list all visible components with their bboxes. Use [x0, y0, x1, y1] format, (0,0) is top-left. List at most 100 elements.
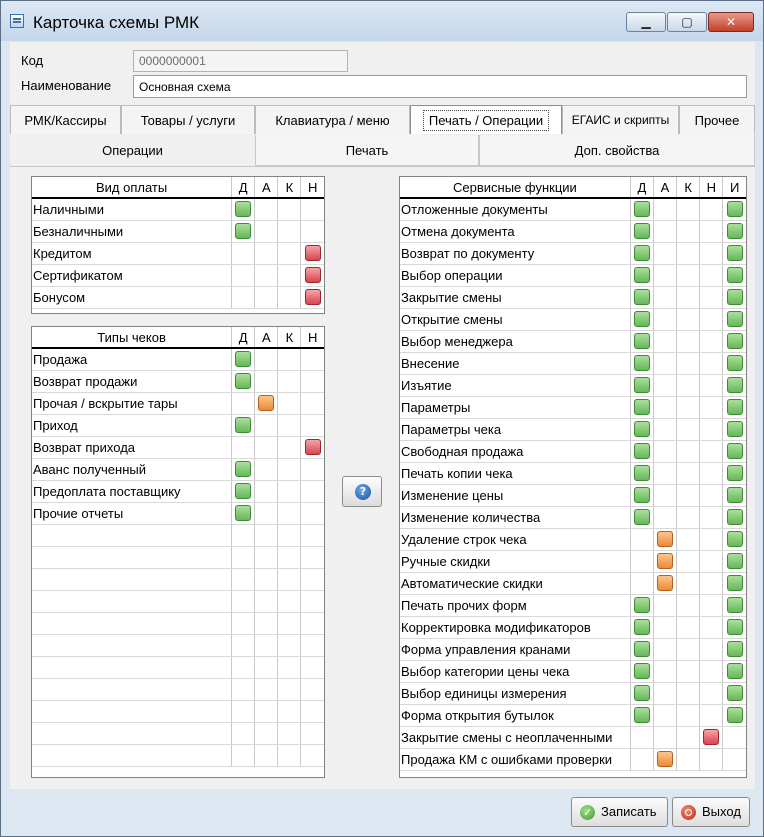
flag-green-indicator[interactable] — [726, 685, 743, 701]
flag-cell[interactable] — [676, 220, 701, 243]
flag-cell[interactable] — [300, 286, 324, 309]
flag-cell[interactable] — [699, 550, 724, 573]
flag-cell[interactable] — [699, 396, 724, 419]
flag-cell[interactable] — [254, 242, 279, 265]
flag-cell[interactable] — [676, 286, 701, 309]
flag-green-indicator[interactable] — [726, 531, 743, 547]
flag-cell[interactable] — [277, 480, 302, 503]
flag-cell[interactable] — [630, 264, 654, 287]
column-header[interactable]: Вид оплаты — [32, 177, 233, 199]
flag-green-indicator[interactable] — [726, 597, 743, 613]
flag-cell[interactable] — [630, 352, 654, 375]
flag-cell[interactable] — [254, 348, 279, 371]
flag-cell[interactable] — [277, 502, 302, 525]
flag-green-indicator[interactable] — [633, 399, 650, 415]
flag-cell[interactable] — [699, 374, 724, 397]
flag-cell[interactable] — [231, 458, 256, 481]
flag-cell[interactable] — [277, 370, 302, 393]
table-row[interactable]: Форма управления кранами — [400, 638, 746, 661]
flag-cell[interactable] — [254, 414, 279, 437]
flag-cell[interactable] — [300, 348, 324, 371]
flag-cell[interactable] — [676, 396, 701, 419]
flag-cell[interactable] — [630, 330, 654, 353]
flag-cell[interactable] — [653, 264, 678, 287]
flag-cell[interactable] — [676, 528, 701, 551]
flag-green-indicator[interactable] — [633, 201, 650, 218]
flag-column-header[interactable]: Н — [300, 327, 324, 349]
table-row[interactable]: Открытие смены — [400, 308, 746, 331]
flag-column-header[interactable]: А — [254, 177, 279, 199]
flag-green-indicator[interactable] — [726, 245, 743, 261]
flag-cell[interactable] — [722, 242, 746, 265]
flag-cell[interactable] — [254, 220, 279, 243]
flag-green-indicator[interactable] — [633, 597, 650, 613]
flag-green-indicator[interactable] — [633, 707, 650, 723]
flag-cell[interactable] — [722, 374, 746, 397]
flag-cell[interactable] — [699, 264, 724, 287]
flag-cell[interactable] — [653, 572, 678, 595]
flag-cell[interactable] — [676, 374, 701, 397]
table-row[interactable]: Параметры чека — [400, 418, 746, 441]
flag-green-indicator[interactable] — [726, 377, 743, 393]
flag-green-indicator[interactable] — [633, 685, 650, 701]
flag-cell[interactable] — [254, 436, 279, 459]
table-row[interactable]: Форма открытия бутылок — [400, 704, 746, 727]
flag-green-indicator[interactable] — [726, 487, 743, 503]
table-row[interactable]: Возврат прихода — [32, 436, 324, 459]
flag-cell[interactable] — [676, 308, 701, 331]
flag-orange-indicator[interactable] — [258, 395, 275, 411]
flag-green-indicator[interactable] — [633, 663, 650, 679]
flag-green-indicator[interactable] — [633, 421, 650, 437]
table-row[interactable]: Приход — [32, 414, 324, 437]
flag-green-indicator[interactable] — [633, 311, 650, 327]
flag-cell[interactable] — [277, 458, 302, 481]
table-row[interactable]: Закрытие смены с неоплаченными — [400, 726, 746, 749]
flag-cell[interactable] — [231, 370, 256, 393]
subtab-operations[interactable]: Операции — [10, 135, 255, 166]
flag-green-indicator[interactable] — [235, 461, 252, 477]
flag-cell[interactable] — [699, 506, 724, 529]
flag-cell[interactable] — [699, 748, 724, 771]
flag-green-indicator[interactable] — [726, 663, 743, 679]
flag-cell[interactable] — [699, 726, 724, 749]
flag-cell[interactable] — [699, 462, 724, 485]
flag-cell[interactable] — [699, 308, 724, 331]
table-row[interactable]: Выбор операции — [400, 264, 746, 287]
flag-cell[interactable] — [254, 480, 279, 503]
flag-green-indicator[interactable] — [726, 619, 743, 635]
flag-cell[interactable] — [653, 506, 678, 529]
flag-cell[interactable] — [300, 264, 324, 287]
table-row[interactable]: Кредитом — [32, 242, 324, 265]
flag-cell[interactable] — [722, 572, 746, 595]
flag-green-indicator[interactable] — [633, 619, 650, 635]
minimize-button[interactable]: ▁ — [626, 12, 666, 32]
flag-orange-indicator[interactable] — [657, 575, 674, 591]
flag-cell[interactable] — [630, 748, 654, 771]
flag-cell[interactable] — [231, 436, 256, 459]
flag-column-header[interactable]: И — [722, 177, 746, 199]
flag-green-indicator[interactable] — [726, 223, 743, 239]
flag-cell[interactable] — [676, 352, 701, 375]
flag-cell[interactable] — [254, 392, 279, 415]
table-row[interactable]: Удаление строк чека — [400, 528, 746, 551]
table-row[interactable]: Прочие отчеты — [32, 502, 324, 525]
flag-cell[interactable] — [653, 528, 678, 551]
flag-cell[interactable] — [630, 484, 654, 507]
table-row[interactable]: Внесение — [400, 352, 746, 375]
flag-cell[interactable] — [653, 286, 678, 309]
flag-cell[interactable] — [231, 264, 256, 287]
flag-cell[interactable] — [653, 198, 678, 221]
flag-cell[interactable] — [300, 480, 324, 503]
flag-green-indicator[interactable] — [633, 377, 650, 393]
title-bar[interactable]: Карточка схемы РМК ▁ ▢ ✕ — [1, 1, 763, 41]
flag-green-indicator[interactable] — [726, 267, 743, 283]
flag-cell[interactable] — [699, 594, 724, 617]
flag-cell[interactable] — [300, 502, 324, 525]
table-row[interactable]: Автоматические скидки — [400, 572, 746, 595]
flag-cell[interactable] — [699, 286, 724, 309]
table-row[interactable]: Отложенные документы — [400, 198, 746, 221]
flag-cell[interactable] — [630, 726, 654, 749]
flag-cell[interactable] — [653, 308, 678, 331]
table-row[interactable]: Аванс полученный — [32, 458, 324, 481]
flag-cell[interactable] — [630, 506, 654, 529]
